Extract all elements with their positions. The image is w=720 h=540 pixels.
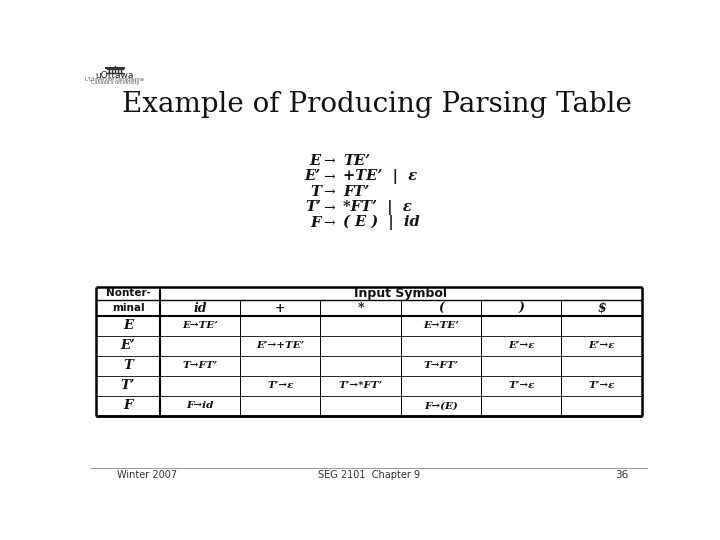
Text: T: T xyxy=(310,185,321,199)
Text: +TE’  |  ε: +TE’ | ε xyxy=(343,169,418,184)
Text: SEG 2101  Chapter 9: SEG 2101 Chapter 9 xyxy=(318,470,420,480)
Text: →: → xyxy=(323,170,335,184)
Text: →: → xyxy=(323,200,335,214)
Text: 36: 36 xyxy=(616,470,629,480)
Text: Canada's university: Canada's university xyxy=(91,80,139,85)
Text: E’→ε: E’→ε xyxy=(588,341,615,350)
Text: E: E xyxy=(310,154,321,168)
Text: F→id: F→id xyxy=(186,401,214,410)
Text: +: + xyxy=(275,302,286,315)
Text: E: E xyxy=(123,319,133,332)
Text: T’→ε: T’→ε xyxy=(267,381,294,390)
Text: T’: T’ xyxy=(121,380,135,393)
Text: →: → xyxy=(323,215,335,230)
Text: id: id xyxy=(193,302,207,315)
Text: T’→ε: T’→ε xyxy=(508,381,534,390)
Text: T’: T’ xyxy=(305,200,321,214)
Text: E’: E’ xyxy=(305,170,321,184)
Text: TE’: TE’ xyxy=(343,154,371,168)
Text: E→TE’: E→TE’ xyxy=(423,321,459,330)
Text: T’→ε: T’→ε xyxy=(588,381,615,390)
Text: →: → xyxy=(323,154,335,168)
Text: *FT’  |  ε: *FT’ | ε xyxy=(343,200,412,215)
Text: F→(E): F→(E) xyxy=(424,401,458,410)
Text: T→FT’: T→FT’ xyxy=(182,361,217,370)
Text: T: T xyxy=(123,360,133,373)
Text: Input Symbol: Input Symbol xyxy=(354,287,447,300)
Text: (: ( xyxy=(438,302,444,315)
Text: F: F xyxy=(310,215,321,230)
Text: uOttawa: uOttawa xyxy=(96,71,134,80)
Text: E→TE’: E→TE’ xyxy=(182,321,218,330)
Text: Example of Producing Parsing Table: Example of Producing Parsing Table xyxy=(122,91,631,118)
Text: T’→*FT’: T’→*FT’ xyxy=(338,381,383,390)
Text: Winter 2007: Winter 2007 xyxy=(117,470,177,480)
Text: E’: E’ xyxy=(121,339,135,353)
Text: E’→ε: E’→ε xyxy=(508,341,534,350)
Text: →: → xyxy=(323,185,335,199)
Text: ): ) xyxy=(518,302,524,315)
Text: minal: minal xyxy=(112,303,144,313)
Text: F: F xyxy=(123,400,132,413)
Text: *: * xyxy=(357,302,364,315)
Text: $: $ xyxy=(598,302,606,315)
Text: L'Université canadienne: L'Université canadienne xyxy=(85,77,144,82)
Text: Nonter-: Nonter- xyxy=(106,288,150,299)
Text: ( E )  |  id: ( E ) | id xyxy=(343,215,420,231)
Text: FT’: FT’ xyxy=(343,185,370,199)
Text: T→FT’: T→FT’ xyxy=(423,361,459,370)
Text: E’→+TE’: E’→+TE’ xyxy=(256,341,305,350)
